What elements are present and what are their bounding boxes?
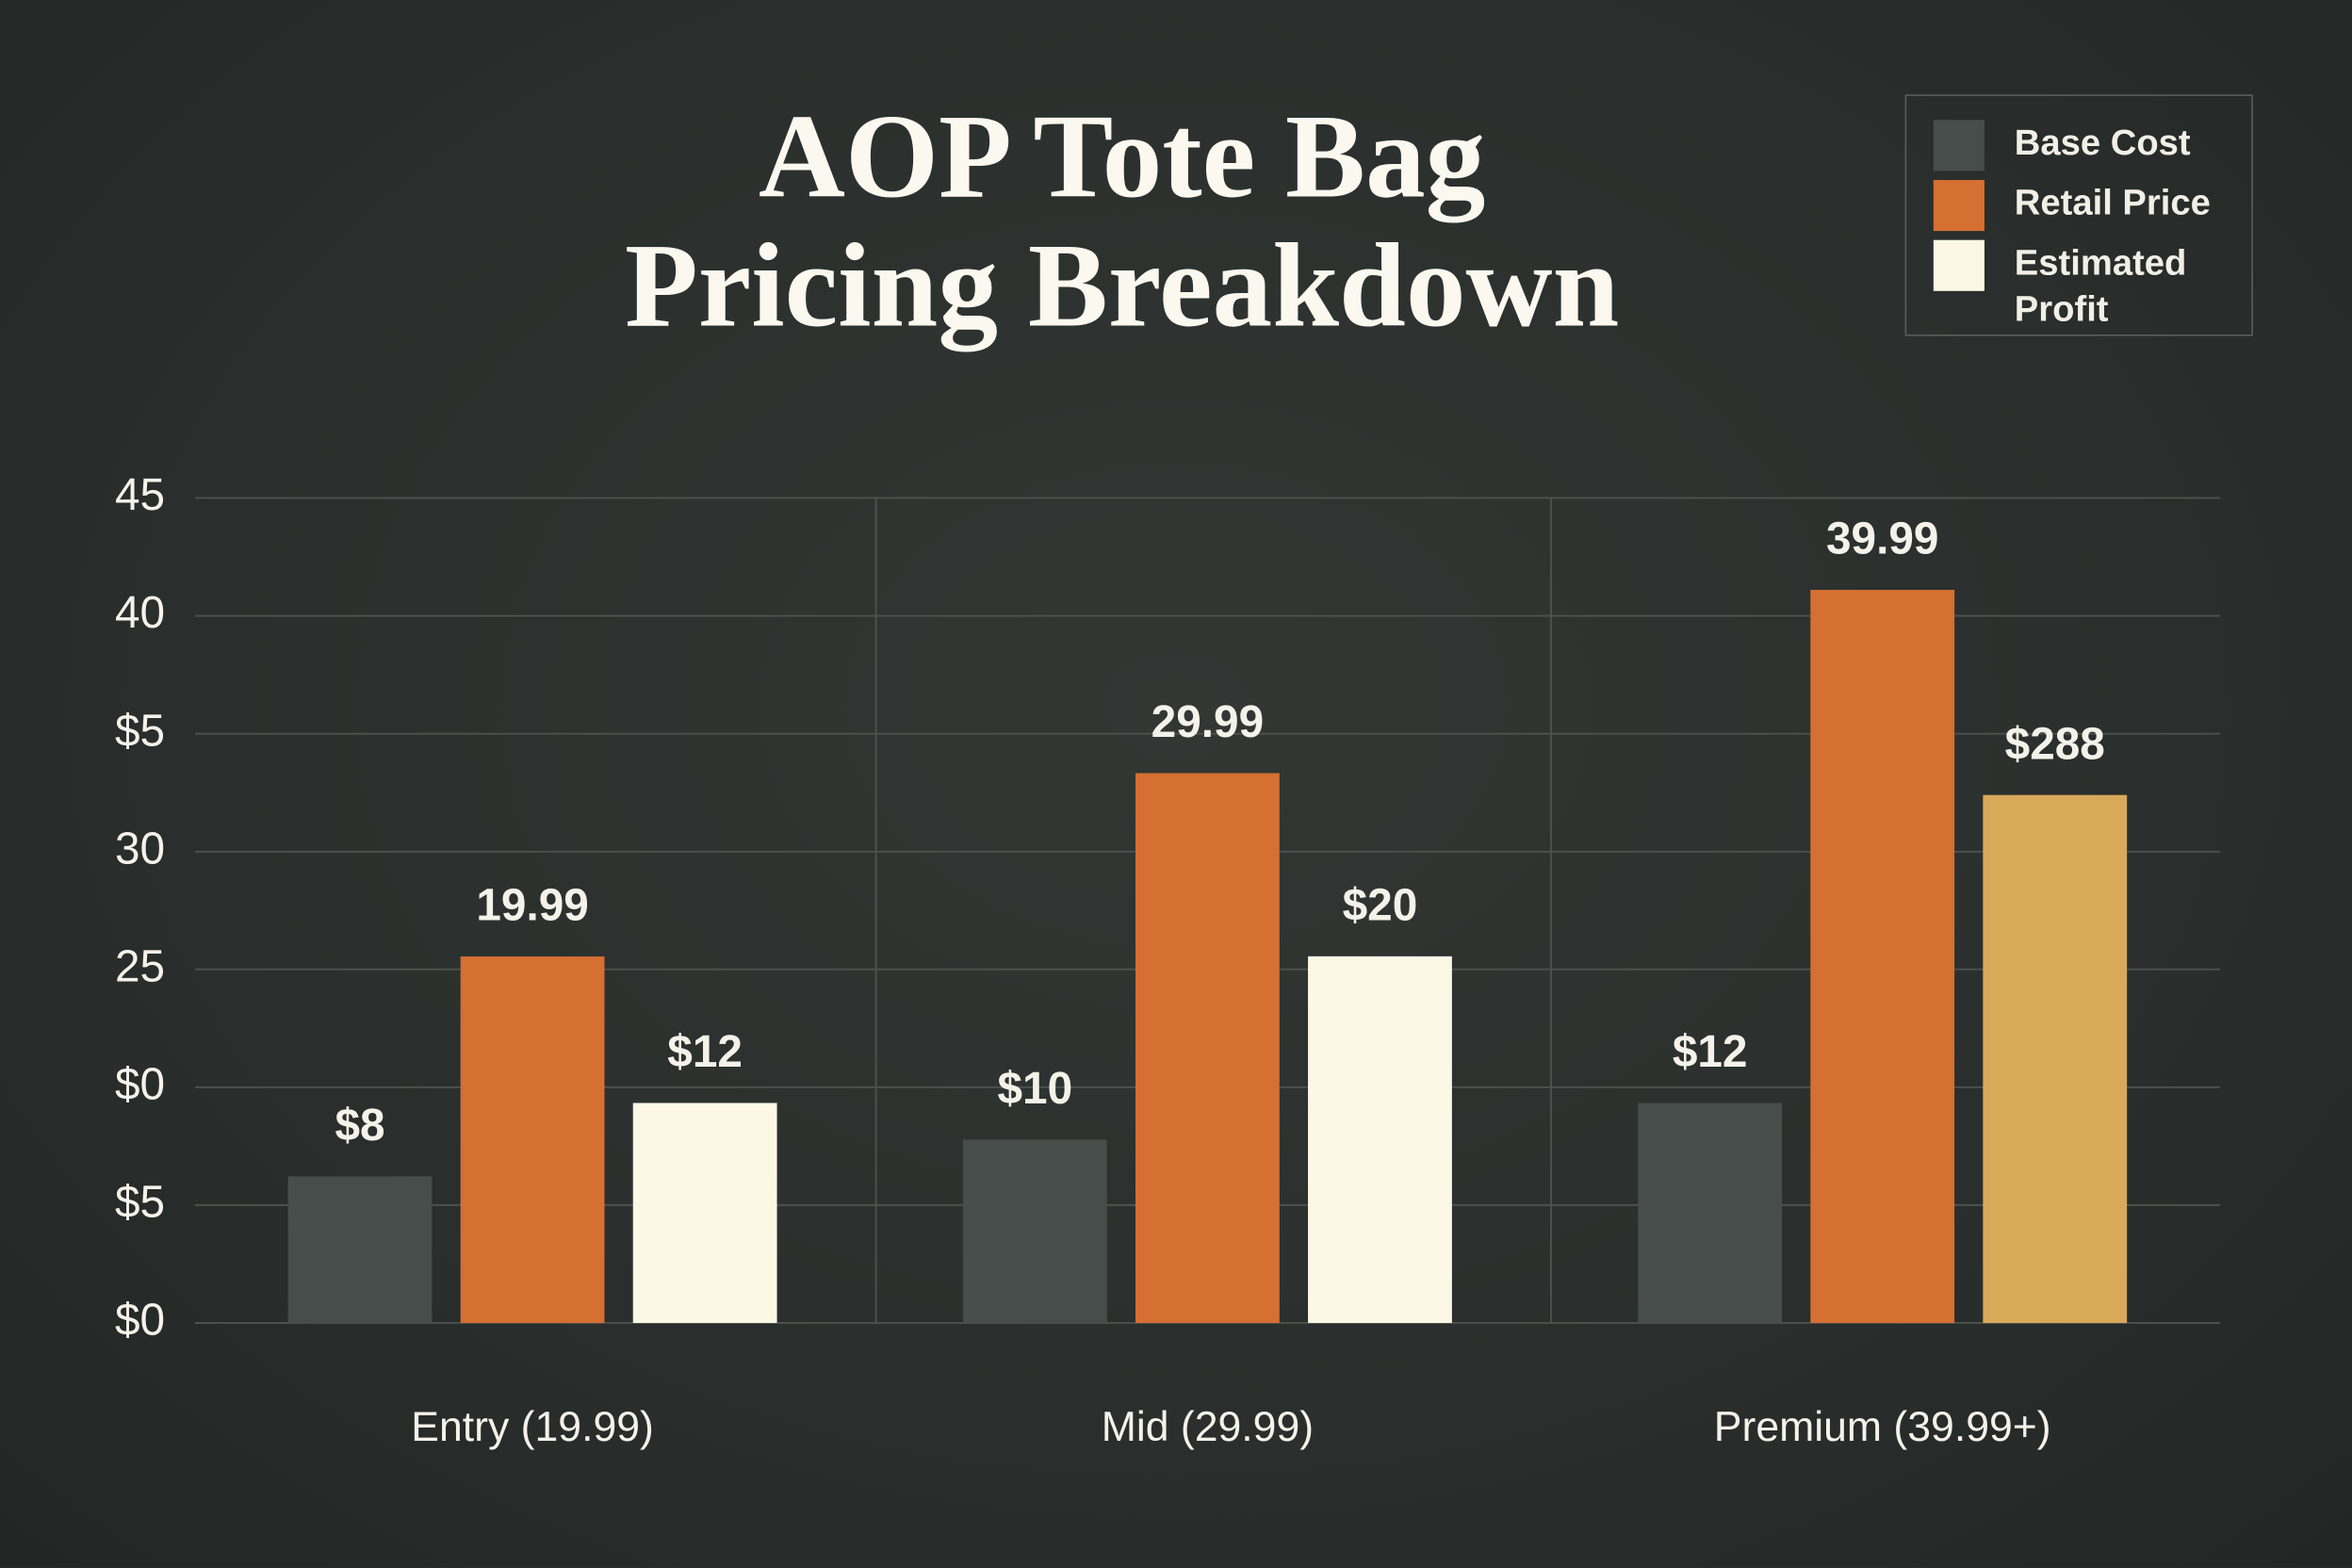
chart-title: AOP Tote Bag Pricing Breakdown [624,91,1620,353]
legend-label: Estimated Profit [2014,242,2187,331]
legend: Base Cost Retail Price Estimated Profit [1904,94,2253,336]
legend-item: Base Cost [1933,120,2237,172]
value-label: $10 [998,1064,1073,1114]
value-label: 19.99 [476,881,588,931]
legend-swatch [1933,120,1984,172]
x-tick-label: Premium (39.99+) [1714,1404,2051,1450]
legend-swatch [1933,180,1984,232]
value-label: $8 [335,1101,384,1151]
legend-swatch [1933,239,1984,291]
y-tick-label: 25 [115,941,165,991]
bar [962,1139,1107,1323]
bar [1135,773,1280,1323]
y-tick-label: $5 [115,1177,165,1227]
legend-item: Estimated Profit [1933,239,2237,334]
legend-label: Base Cost [2014,122,2191,164]
bar [287,1176,433,1323]
value-label: 39.99 [1826,514,1939,564]
bar [632,1102,777,1323]
y-tick-label: 30 [115,824,165,874]
value-label: $12 [667,1027,743,1077]
bar [460,956,605,1323]
y-tick-label: $0 [115,1296,165,1346]
value-label: $12 [1673,1027,1748,1077]
legend-label: Retail Price [2014,183,2211,224]
y-tick-label: 45 [115,470,165,520]
x-tick-label: Entry (19.99) [411,1404,654,1450]
value-label: $20 [1343,881,1418,931]
legend-item: Retail Price [1933,180,2237,232]
bar [1308,956,1452,1323]
bar [1810,589,1955,1323]
bar [1638,1102,1783,1323]
value-label: $288 [2005,719,2105,769]
y-tick-label: $5 [115,706,165,756]
y-tick-label: 40 [115,588,165,638]
x-tick-label: Mid (29.99) [1102,1404,1314,1450]
bar [1983,794,2128,1323]
value-label: 29.99 [1152,697,1265,747]
y-tick-label: $0 [115,1059,165,1109]
